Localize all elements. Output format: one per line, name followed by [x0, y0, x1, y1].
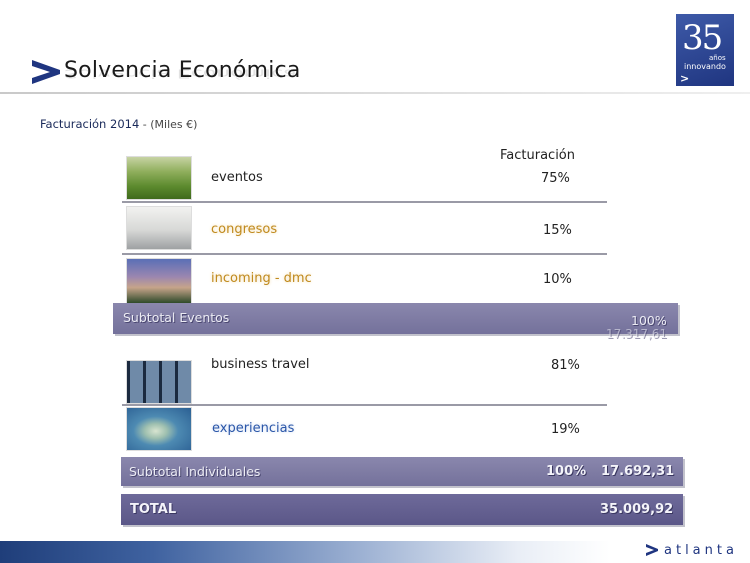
subtotal-eventos-amount: 17.317,61: [606, 327, 668, 341]
anniversary-logo: 35 años innovando >: [676, 14, 734, 86]
experiencias-photo: [126, 407, 192, 451]
subtitle-units: - (Miles €): [139, 118, 198, 131]
header-divider: [0, 92, 750, 94]
brand-chevron-icon: [646, 544, 658, 556]
brand-logo-text: atlanta: [664, 543, 738, 558]
total-bar: TOTAL 35.009,92: [121, 494, 683, 525]
row-percent-eventos: 75%: [541, 171, 570, 186]
logo-tagline: innovando: [684, 62, 726, 71]
row-label-experiencias: experiencias: [212, 421, 295, 436]
row-divider: [122, 253, 607, 255]
row-percent-congresos: 15%: [543, 223, 572, 238]
row-percent-incoming: 10%: [543, 272, 572, 287]
logo-arrow-icon: >: [680, 72, 690, 85]
subtotal-eventos-label: Subtotal Eventos: [123, 310, 230, 325]
logo-number: 35: [682, 18, 723, 58]
page-title: Solvencia Económica: [64, 58, 301, 83]
row-label-incoming: incoming - dmc: [211, 271, 312, 286]
total-amount: 35.009,92: [600, 502, 674, 517]
row-label-congresos: congresos: [211, 222, 278, 237]
title-chevron-icon: [32, 60, 60, 84]
subtotal-individuales-percent: 100%: [546, 464, 587, 479]
footer-gradient-bar: [0, 541, 610, 563]
subtotal-individuales-label: Subtotal Individuales: [129, 464, 261, 479]
section-subtitle: Facturación 2014 - (Miles €): [40, 117, 197, 131]
subtitle-main: Facturación 2014: [40, 117, 140, 131]
business-travel-photo: [126, 360, 192, 404]
subtotal-eventos-percent: 100%: [631, 313, 667, 328]
column-header-facturacion: Facturación: [500, 148, 575, 163]
logo-years: años: [709, 54, 726, 62]
row-label-eventos: eventos: [211, 170, 263, 185]
subtotal-eventos-bar: Subtotal Eventos 100% 17.317,61: [113, 303, 678, 341]
subtotal-individuales-bar: Subtotal Individuales 100% 17.692,31: [121, 457, 683, 486]
row-percent-business-travel: 81%: [551, 358, 580, 373]
incoming-photo: [126, 258, 192, 304]
subtotal-individuales-amount: 17.692,31: [601, 464, 675, 479]
total-label: TOTAL: [130, 502, 177, 517]
row-divider: [122, 201, 607, 203]
row-percent-experiencias: 19%: [551, 422, 580, 437]
row-label-business-travel: business travel: [211, 357, 310, 372]
congresos-photo: [126, 206, 192, 250]
page-title-reflection: Solvencia Económica: [64, 66, 297, 80]
eventos-photo: [126, 156, 192, 200]
row-divider: [122, 404, 607, 406]
